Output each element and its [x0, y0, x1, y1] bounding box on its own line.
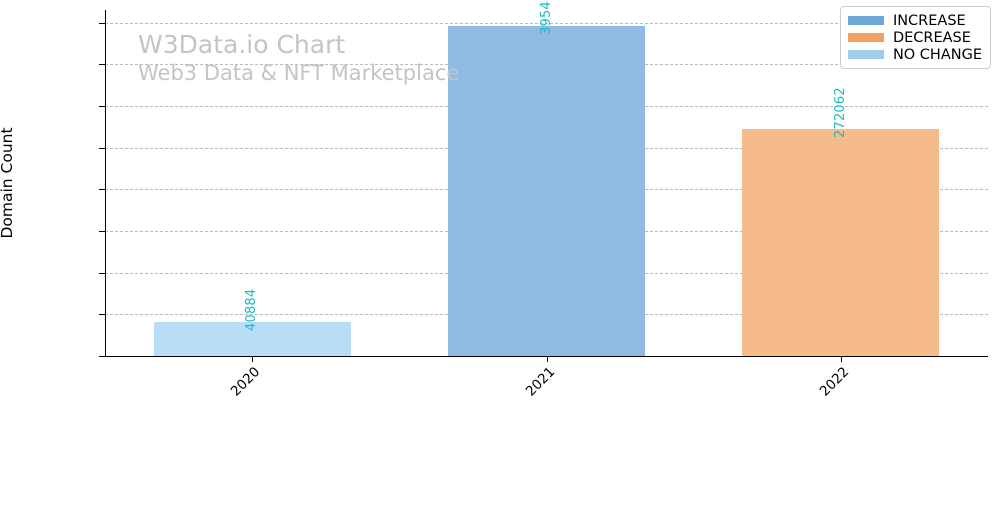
y-tick-mark: [99, 22, 105, 24]
x-tick-mark: [546, 356, 548, 362]
bar-2020[interactable]: [153, 321, 351, 356]
legend: INCREASE DECREASE NO CHANGE: [839, 6, 991, 69]
y-tick-mark: [99, 189, 105, 191]
y-tick-mark: [99, 314, 105, 316]
x-tick-mark: [252, 356, 254, 362]
legend-swatch-icon: [847, 16, 884, 25]
legend-label: DECREASE: [892, 29, 971, 46]
y-tick-mark: [99, 105, 105, 107]
y-tick-mark: [99, 356, 105, 357]
bar-value-label: 272062: [832, 87, 848, 139]
y-tick-mark: [99, 147, 105, 149]
y-axis-label: Domain Count: [0, 127, 16, 239]
x-tick-label: 2020: [227, 364, 264, 400]
legend-swatch-icon: [847, 33, 884, 42]
plot-area: 40884 395481 272062: [105, 0, 988, 356]
legend-entry[interactable]: NO CHANGE: [847, 46, 982, 63]
y-tick-mark: [99, 64, 105, 66]
bar-value-label: 395481: [538, 0, 554, 36]
y-axis-line: [105, 10, 106, 356]
x-tick-label: 2021: [522, 364, 558, 400]
bar-2021[interactable]: [447, 26, 646, 356]
gridline: [105, 22, 988, 24]
legend-label: NO CHANGE: [892, 46, 982, 63]
bar-value-label: 40884: [244, 288, 260, 331]
x-tick-mark: [840, 356, 842, 362]
y-tick-mark: [99, 230, 105, 232]
x-tick-label: 2022: [816, 364, 853, 400]
y-tick-mark: [99, 272, 105, 274]
bar-2022[interactable]: [742, 129, 940, 356]
legend-entry[interactable]: INCREASE: [847, 12, 982, 29]
legend-entry[interactable]: DECREASE: [847, 29, 982, 46]
legend-label: INCREASE: [892, 12, 966, 29]
legend-swatch-icon: [847, 50, 884, 59]
